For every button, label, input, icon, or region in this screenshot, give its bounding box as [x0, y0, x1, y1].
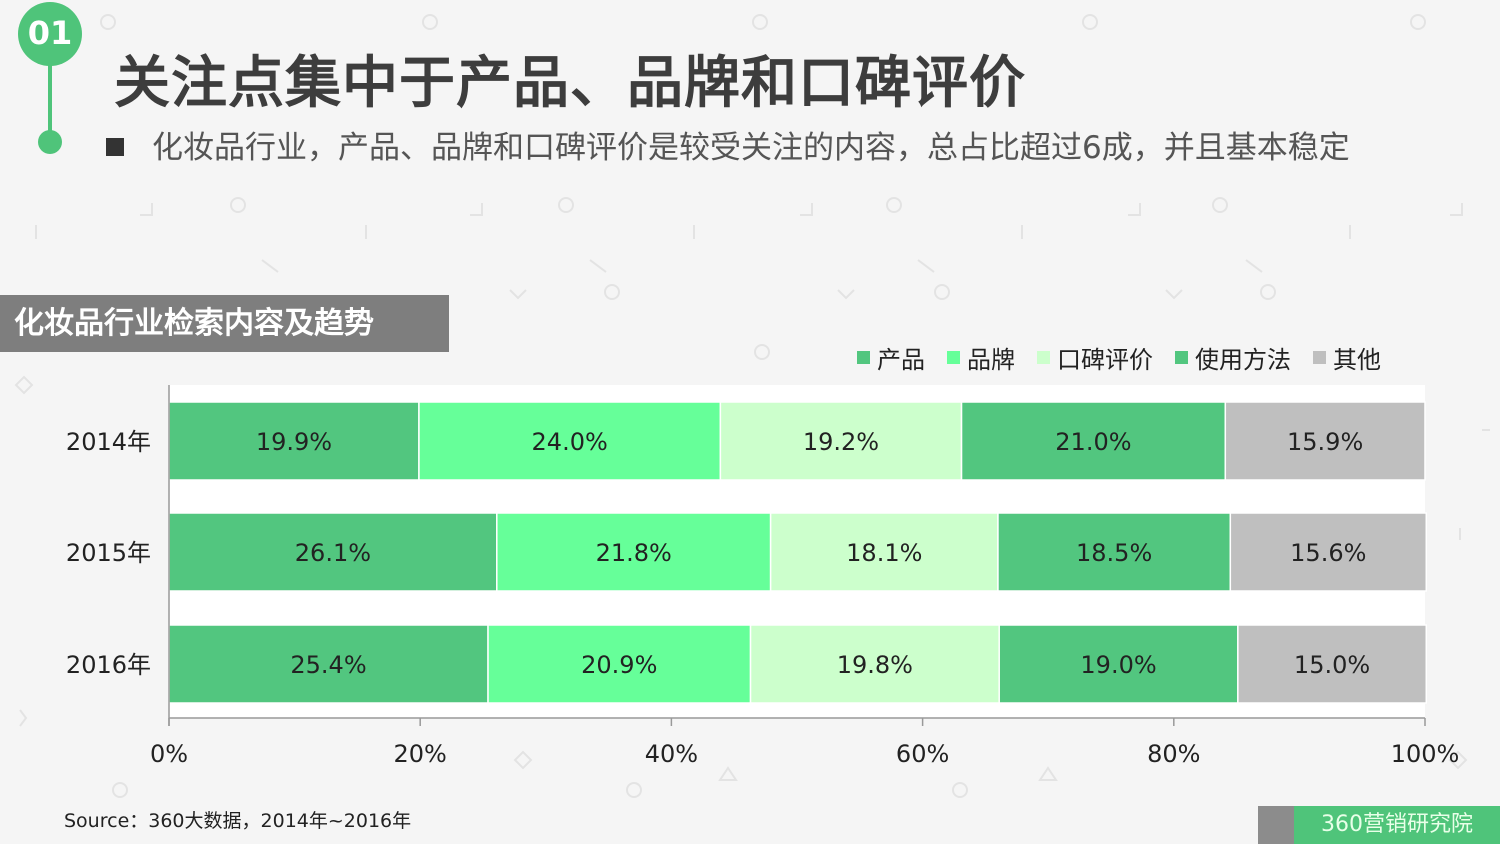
x-tick-label: 100% — [1391, 740, 1460, 768]
legend-item-other: 其他 — [1313, 340, 1381, 375]
y-tick-label: 2014年 — [66, 428, 151, 456]
bar-value-label: 24.0% — [532, 428, 608, 456]
legend-swatch-reviews — [1037, 350, 1050, 364]
x-tick-label: 40% — [645, 740, 698, 768]
bar-value-label: 15.0% — [1294, 651, 1370, 679]
bar-value-label: 18.1% — [846, 539, 922, 567]
legend-swatch-usage — [1175, 350, 1188, 364]
bar-value-label: 21.8% — [596, 539, 672, 567]
legend-swatch-other — [1313, 350, 1326, 364]
bar-segment — [960, 401, 1227, 481]
x-tick-label: 80% — [1147, 740, 1200, 768]
square-bullet-icon — [106, 138, 124, 156]
source-note: Source：360大数据，2014年~2016年 — [64, 810, 412, 832]
section-number-badge: 01 — [18, 2, 82, 66]
bar-value-label: 15.9% — [1287, 428, 1363, 456]
bar-value-label: 19.9% — [256, 428, 332, 456]
bar-segment — [168, 401, 420, 481]
legend-swatch-brand — [947, 350, 960, 364]
page-title: 关注点集中于产品、品牌和口碑评价 — [114, 51, 1026, 116]
legend-item-product: 产品 — [857, 340, 925, 375]
legend-item-brand: 品牌 — [947, 340, 1015, 375]
legend-item-reviews: 口碑评价 — [1037, 340, 1153, 375]
badge-connector-dot — [38, 130, 62, 154]
bar-segment — [1237, 624, 1428, 704]
x-tick-label: 0% — [150, 740, 188, 768]
bar-segment — [418, 401, 722, 481]
bar-value-label: 20.9% — [581, 651, 657, 679]
legend-label-usage: 使用方法 — [1195, 345, 1291, 374]
bar-segment — [1224, 401, 1426, 481]
bar-segment — [998, 624, 1239, 704]
x-tick-label: 60% — [896, 740, 949, 768]
brand-logo: 360营销研究院 — [1294, 806, 1500, 844]
bar-segment — [168, 512, 498, 592]
bar-segment — [749, 624, 1000, 704]
bar-value-label: 15.6% — [1290, 539, 1366, 567]
x-tick-label: 20% — [394, 740, 447, 768]
legend-label-reviews: 口碑评价 — [1057, 345, 1153, 374]
bar-value-label: 25.4% — [290, 651, 366, 679]
chart-legend: 产品 品牌 口碑评价 使用方法 其他 — [857, 340, 1381, 374]
legend-swatch-product — [857, 350, 870, 364]
legend-label-brand: 品牌 — [967, 345, 1015, 374]
bar-value-label: 18.5% — [1076, 539, 1152, 567]
page-subtitle: 化妆品行业，产品、品牌和口碑评价是较受关注的内容，总占比超过6成，并且基本稳定 — [152, 130, 1350, 166]
chart-heading: 化妆品行业检索内容及趋势 — [0, 295, 449, 352]
bar-segment — [1229, 512, 1428, 592]
legend-label-other: 其他 — [1333, 345, 1381, 374]
brand-accent-block — [1258, 806, 1294, 844]
bar-segment — [719, 401, 963, 481]
badge-connector-line — [48, 60, 52, 132]
bar-value-label: 26.1% — [295, 539, 371, 567]
bar-value-label: 19.2% — [803, 428, 879, 456]
y-tick-label: 2015年 — [66, 539, 151, 567]
legend-label-product: 产品 — [877, 345, 925, 374]
bar-segment — [496, 512, 772, 592]
bar-value-label: 21.0% — [1055, 428, 1131, 456]
bar-segment — [769, 512, 999, 592]
bar-segment — [487, 624, 752, 704]
bar-value-label: 19.8% — [837, 651, 913, 679]
y-tick-label: 2016年 — [66, 651, 151, 679]
legend-item-usage: 使用方法 — [1175, 340, 1291, 375]
bar-value-label: 19.0% — [1080, 651, 1156, 679]
